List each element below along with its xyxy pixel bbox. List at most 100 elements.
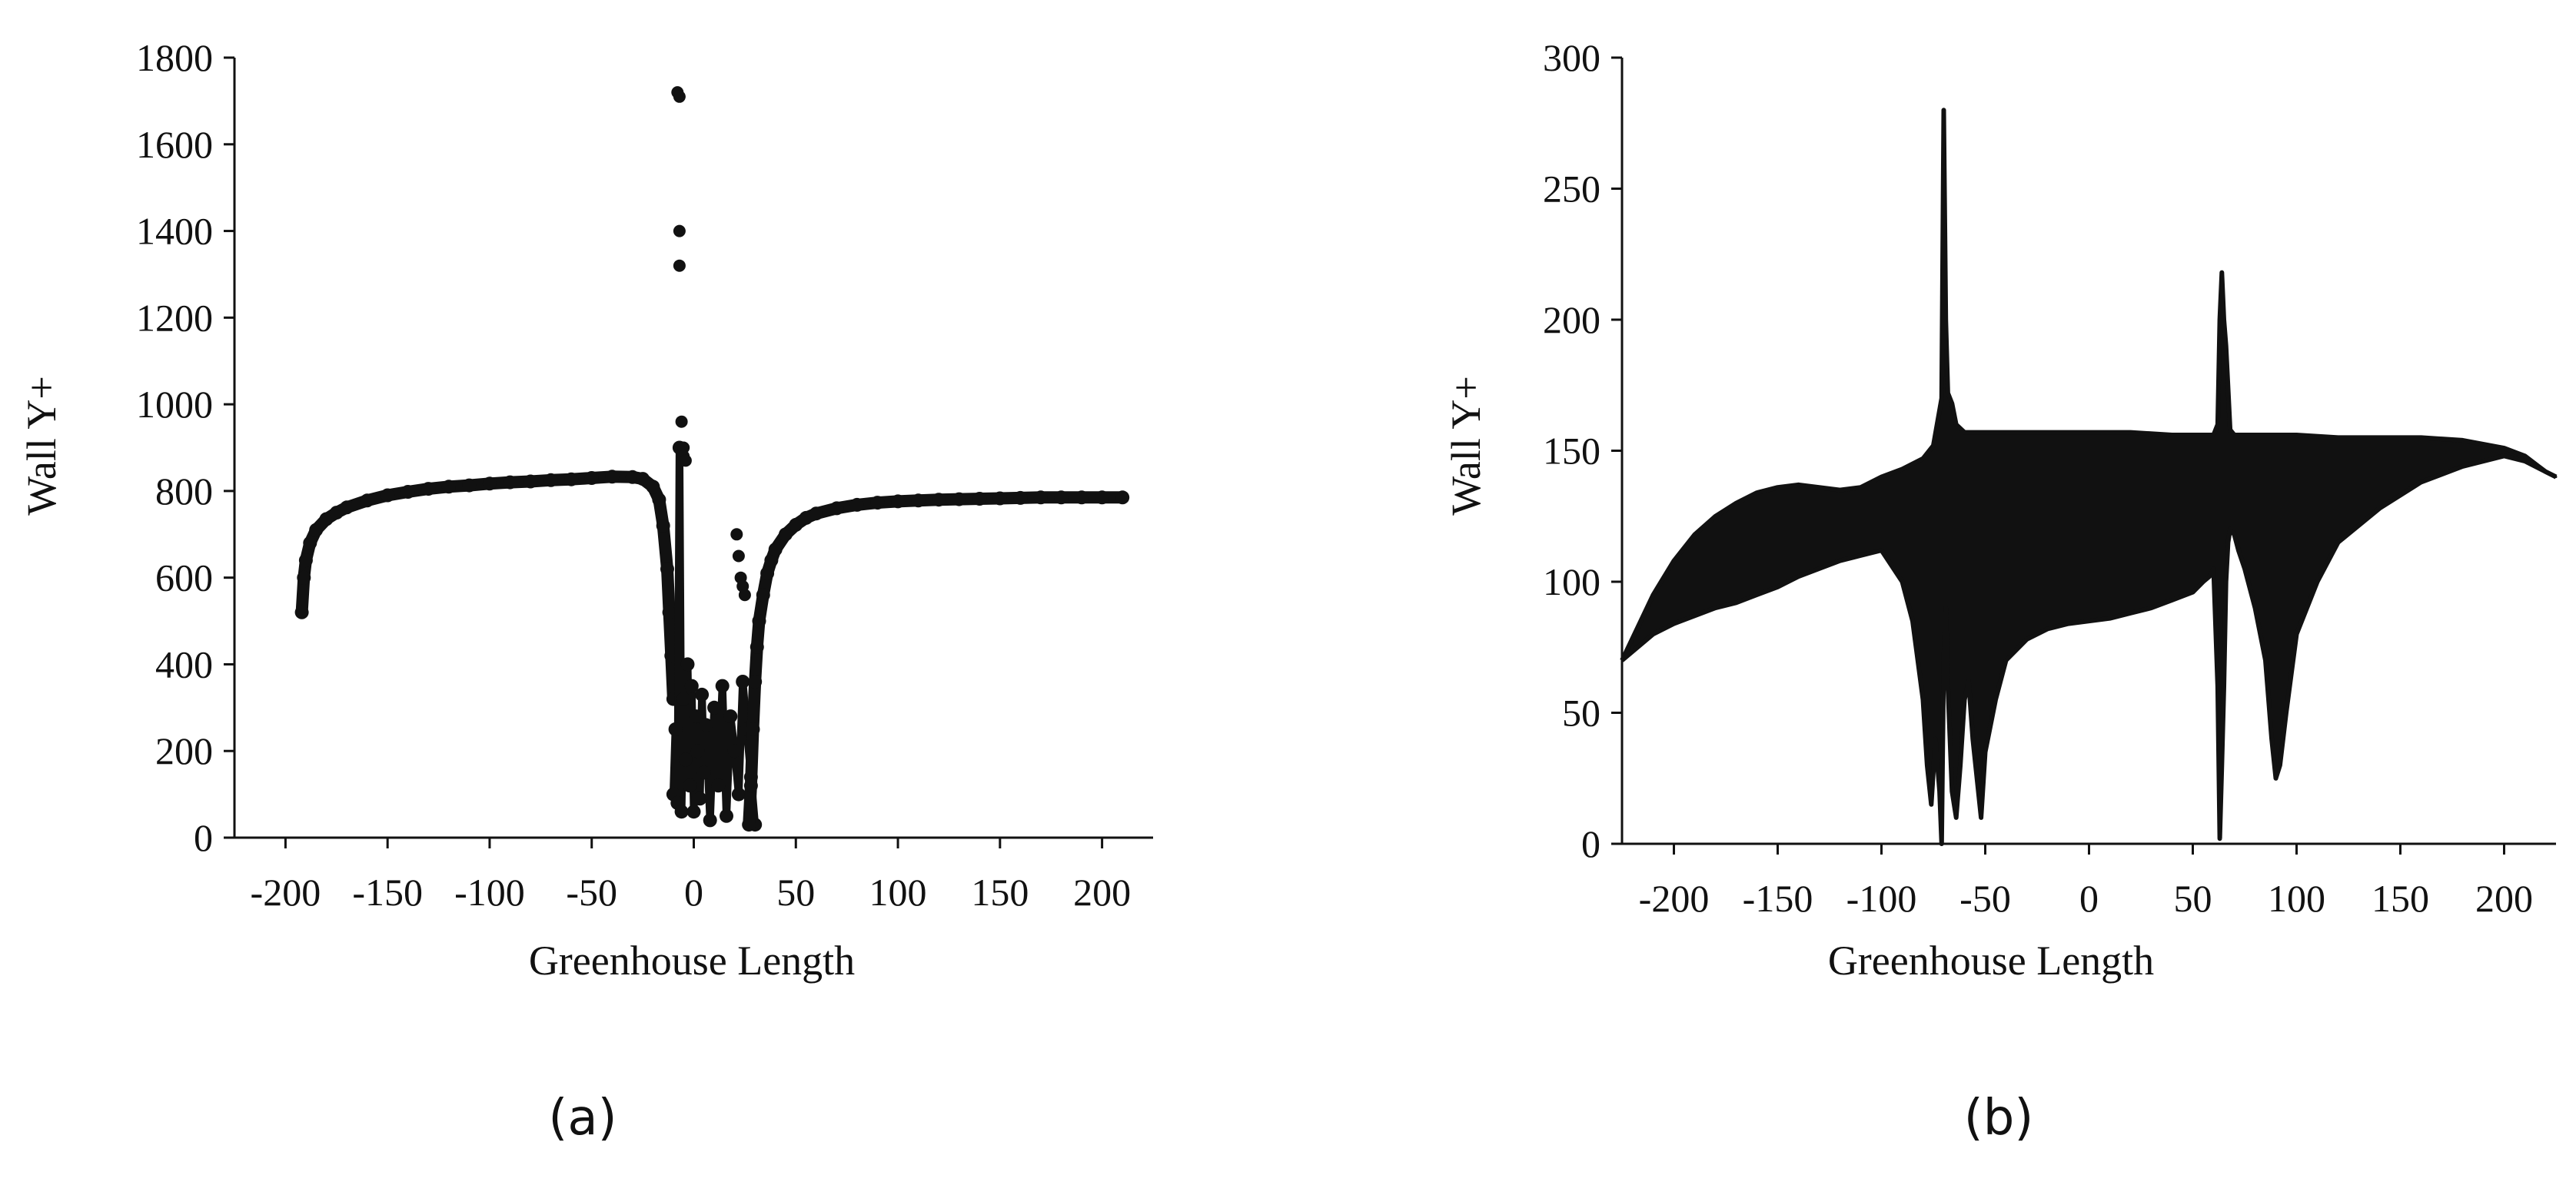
chart-a-series-1-curve [669, 443, 760, 829]
chart-a-x-tick-label: 200 [1073, 871, 1131, 914]
chart-a-point [636, 472, 650, 486]
chart-a-point [727, 744, 742, 758]
chart-a-point [789, 517, 803, 532]
chart-a-y-tick-label: 200 [155, 729, 213, 772]
chart-a-point [656, 519, 670, 533]
chart-b-band [1620, 108, 2558, 845]
chart-a-x-tick-label: -50 [566, 871, 617, 914]
chart-b-x-tick-label: -100 [1846, 877, 1917, 920]
chart-a-y-tick-label: 400 [155, 642, 213, 685]
chart-b-y-axis: 0 50 100 150 200 250 300 [1543, 36, 1624, 865]
chart-a-point [679, 454, 692, 467]
chart-a-point [675, 415, 688, 428]
chart-a-point [605, 470, 620, 484]
chart-a-point [696, 765, 711, 780]
chart-a-point [829, 501, 844, 516]
chart-a-point [891, 494, 906, 509]
chart-a-point [319, 512, 334, 526]
chart-a-x-tick-label: -150 [352, 871, 423, 914]
caption-b: (b) [1964, 1090, 2034, 1147]
chart-a-point [1095, 490, 1109, 505]
chart-a-y-tick-label: 0 [194, 816, 213, 859]
chart-a-point [668, 722, 683, 736]
chart-a-point [680, 657, 695, 672]
chart-a-point [738, 589, 751, 602]
chart-a-point [952, 492, 966, 506]
chart-b-x-tick-label: 0 [2079, 877, 2099, 920]
chart-a-point [298, 553, 313, 568]
chart-b-ylabel: Wall Y+ [1443, 376, 1489, 516]
chart-a-point [870, 496, 885, 510]
chart-b-x-tick-label: 100 [2268, 877, 2325, 920]
chart-a-point [673, 224, 686, 237]
chart-a-y-tick-label: 1000 [136, 383, 213, 426]
chart-a-y-tick-label: 1600 [136, 123, 213, 166]
chart-b-y-tick-label: 250 [1543, 168, 1600, 211]
chart-a-point [646, 480, 660, 494]
chart-a-point [752, 614, 766, 629]
chart-a-y-tick-label: 1800 [136, 36, 213, 79]
chart-a-point [756, 588, 770, 602]
chart-a-point [584, 471, 599, 485]
chart-a-point [932, 493, 946, 507]
chart-a-series-3-curve [743, 491, 1129, 832]
chart-a-point [720, 808, 733, 823]
chart-a-point [660, 562, 674, 576]
chart-a-point [1075, 490, 1089, 505]
chart-a-point [684, 679, 699, 693]
chart-a-point [662, 605, 676, 619]
chart-a-point [911, 493, 926, 508]
chart-a-point [730, 528, 743, 541]
chart-a-point [401, 485, 415, 499]
chart-a-y-tick-label: 600 [155, 556, 213, 599]
chart-a-ylabel: Wall Y+ [18, 376, 65, 516]
chart-a-point [503, 475, 517, 490]
chart-a-point [329, 506, 344, 520]
chart-a-point [309, 523, 324, 537]
chart-a-x-tick-label: 100 [869, 871, 927, 914]
chart-b-x-tick-label: 150 [2372, 877, 2429, 920]
chart-a-point [768, 543, 783, 556]
chart-a-point [779, 527, 793, 542]
chart-a-series-0-curve [295, 470, 680, 705]
chart-a-point [742, 818, 756, 832]
chart-a-x-tick-label: -200 [251, 871, 321, 914]
chart-a-point [441, 480, 456, 494]
chart-a-point [678, 752, 693, 767]
chart-a-point [360, 493, 374, 508]
caption-a: (a) [548, 1090, 617, 1147]
chart-a-point [693, 792, 707, 806]
chart-a-point [673, 259, 686, 272]
chart-b-x-axis: -200 -150 -100 -50 0 50 100 150 200 [1622, 842, 2556, 920]
chart-a-x-tick-label: 150 [971, 871, 1029, 914]
chart-a-point [294, 605, 309, 619]
chart-a-point [462, 478, 477, 493]
chart-a-point [1054, 490, 1069, 505]
chart-a-point [677, 441, 690, 454]
chart-a-point [760, 566, 775, 580]
chart-a-x-tick-label: 50 [776, 871, 815, 914]
chart-a-point [689, 709, 703, 724]
chart-a-point [849, 497, 864, 512]
chart-a-point [703, 813, 717, 828]
chart-b-lower-line [1620, 453, 2558, 846]
chart-a-point [711, 778, 726, 793]
chart-a-point [673, 90, 686, 103]
chart-a-point [732, 549, 745, 563]
chart-a-y-tick-label: 1200 [136, 296, 213, 339]
chart-a-point [731, 787, 746, 802]
chart-a-x-tick-label: 0 [684, 871, 703, 914]
chart-a-y-tick-label: 1400 [136, 210, 213, 253]
chart-b-x-tick-label: -50 [1959, 877, 2011, 920]
chart-a-point [524, 474, 538, 489]
chart-b-upper-line [1620, 108, 2558, 662]
chart-a-point [482, 476, 497, 491]
chart-a-point [340, 500, 354, 515]
chart-a-point [683, 778, 697, 793]
chart-b-y-tick-label: 0 [1581, 822, 1600, 865]
chart-a-point [1115, 490, 1130, 505]
chart-a-point [297, 570, 311, 585]
chart-a-y-axis: 0 200 400 600 800 1000 1200 1400 1600 1800 [136, 36, 236, 859]
